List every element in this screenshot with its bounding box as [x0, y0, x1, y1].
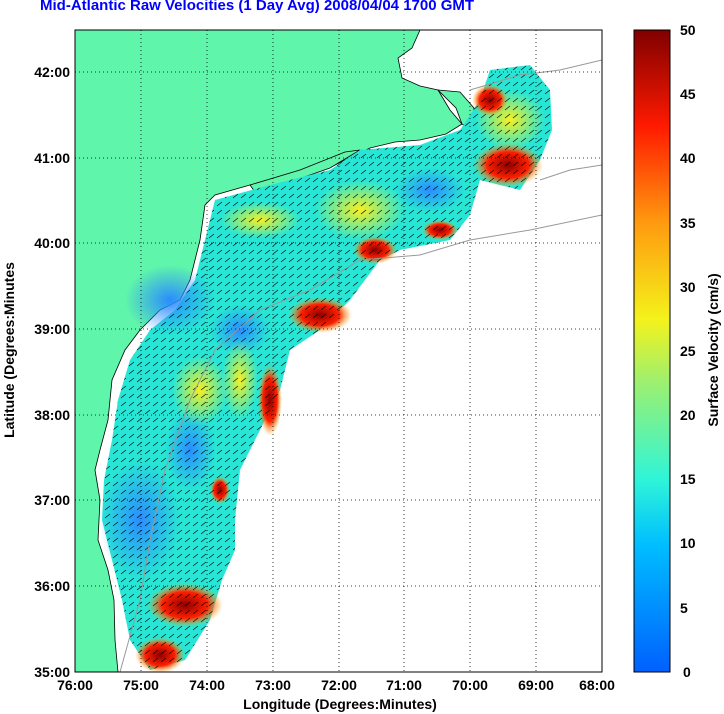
bathymetry-contour	[119, 214, 602, 672]
y-tick-label: 37:00	[34, 492, 70, 508]
x-tick-label: 75:00	[123, 677, 159, 693]
colorbar-tick-label: 25	[680, 343, 696, 359]
y-axis-ticks: 42:00 41:00 40:00 39:00 38:00 37:00 36:0…	[34, 64, 70, 680]
x-tick-label: 69:00	[518, 677, 554, 693]
bathymetry-contour-3	[539, 164, 602, 181]
x-tick-label: 71:00	[386, 677, 422, 693]
x-tick-label: 72:00	[321, 677, 357, 693]
y-axis-label: Latitude (Degrees:Minutes	[1, 262, 17, 438]
colorbar-tick-label: 0	[683, 664, 691, 680]
x-tick-label: 74:00	[189, 677, 225, 693]
x-tick-label: 70:00	[452, 677, 488, 693]
bathymetry-contour-2	[469, 59, 602, 91]
x-tick-label: 76:00	[57, 677, 93, 693]
colorbar	[633, 29, 671, 673]
y-tick-label: 38:00	[34, 407, 70, 423]
map-title-overlay: Mid-Atlantic Raw Velocities (1 Day Avg) …	[40, 0, 475, 14]
y-tick-label: 42:00	[34, 64, 70, 80]
y-tick-label: 39:00	[34, 321, 70, 337]
y-tick-label: 35:00	[34, 664, 70, 680]
plot-frame	[74, 29, 603, 673]
colorbar-tick-label: 50	[680, 22, 696, 38]
x-tick-label: 73:00	[255, 677, 291, 693]
x-tick-label: 68:00	[579, 677, 615, 693]
colorbar-tick-label: 30	[680, 279, 696, 295]
colorbar-tick-label: 15	[680, 471, 696, 487]
colorbar-axis-label: Surface Velocity (cm/s)	[705, 273, 721, 426]
y-tick-label: 40:00	[34, 235, 70, 251]
colorbar-tick-label: 20	[680, 407, 696, 423]
y-tick-label: 41:00	[34, 150, 70, 166]
colorbar-tick-label: 5	[680, 600, 688, 616]
colorbar-ticks: 50 45 40 35 30 25 20 15 10 5 0	[680, 22, 696, 680]
colorbar-tick-label: 45	[680, 86, 696, 102]
colorbar-tick-label: 10	[680, 535, 696, 551]
colorbar-tick-label: 35	[680, 215, 696, 231]
y-tick-label: 36:00	[34, 578, 70, 594]
x-axis-ticks: 76:00 75:00 74:00 73:00 72:00 71:00 70:0…	[57, 677, 615, 693]
land-mass	[75, 30, 463, 672]
colorbar-tick-label: 40	[680, 150, 696, 166]
x-axis-label: Longitude (Degrees:Minutes)	[243, 696, 437, 712]
